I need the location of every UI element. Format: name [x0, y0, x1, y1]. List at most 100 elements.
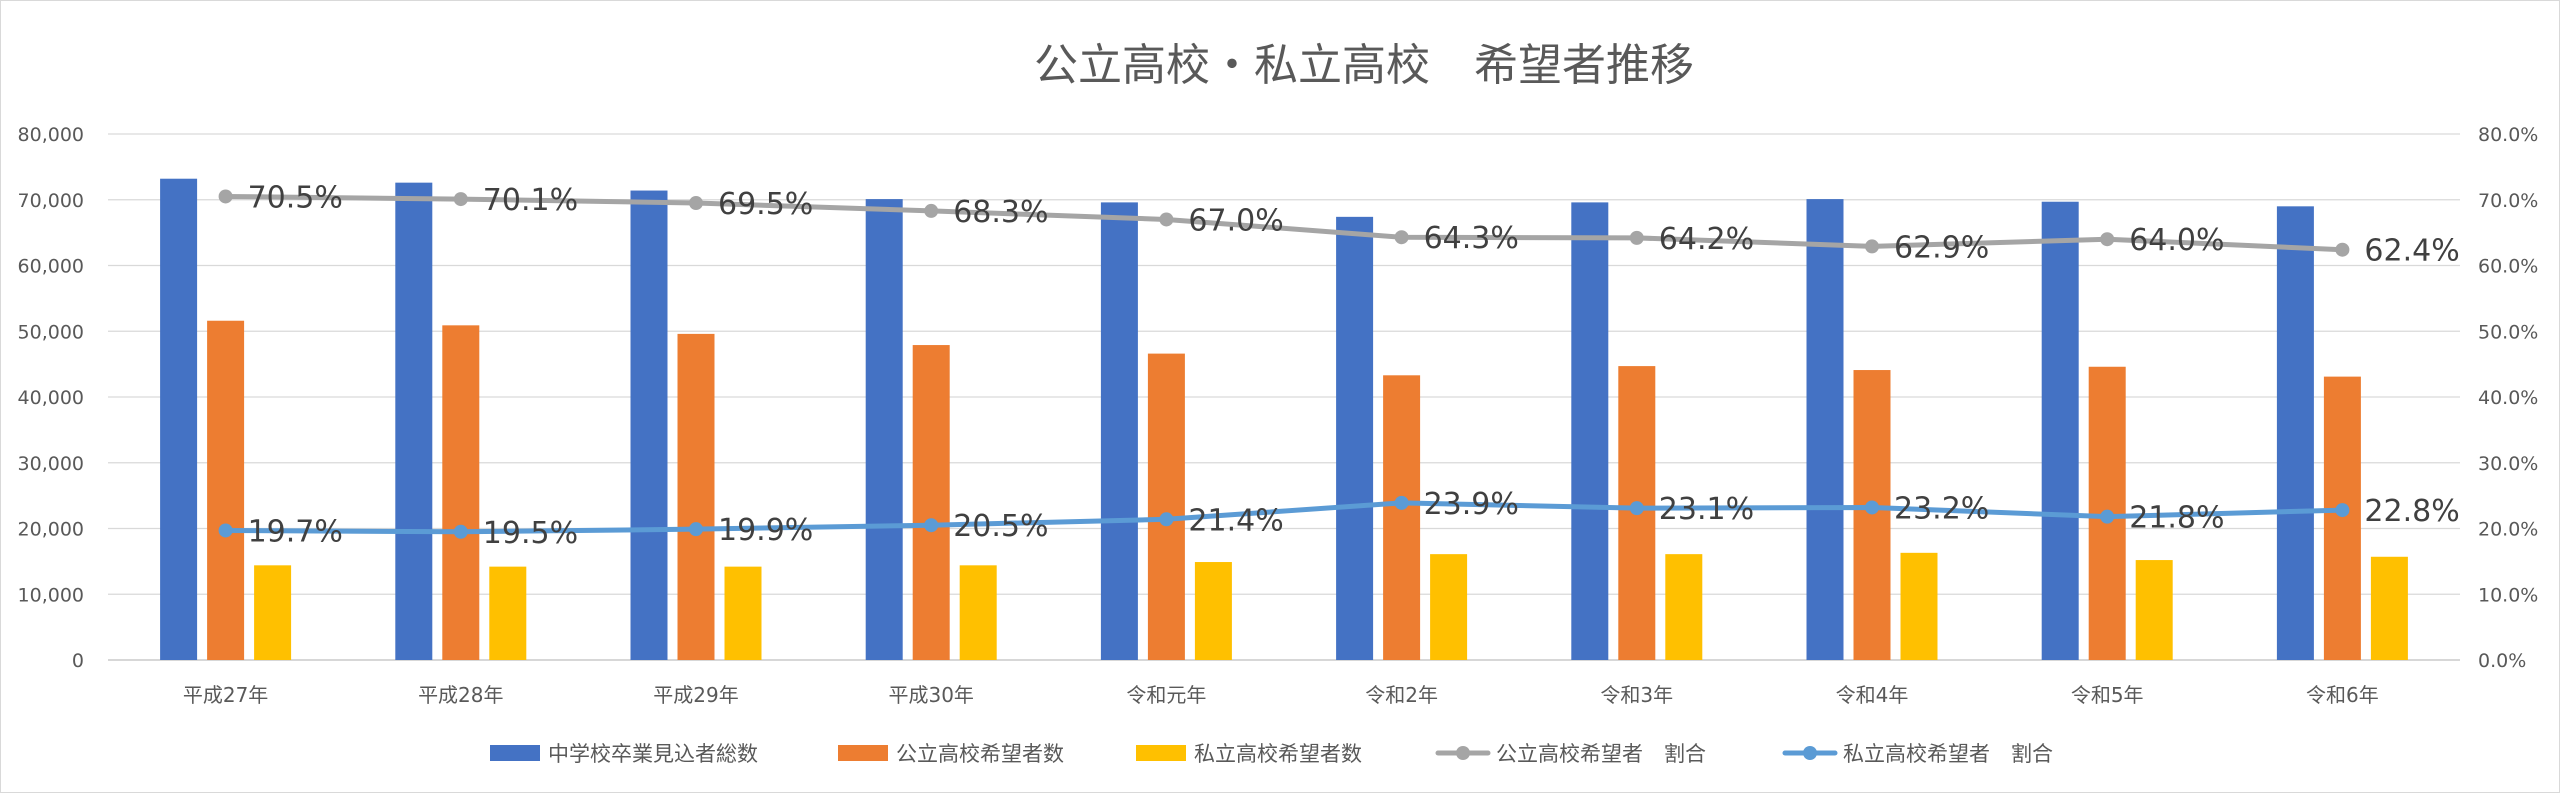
- x-tick-label: 令和6年: [2306, 683, 2379, 707]
- bar: [959, 565, 997, 660]
- y-tick-label-left: 70,000: [18, 190, 84, 212]
- line-point: [1629, 501, 1644, 516]
- data-label: 23.1%: [1659, 492, 1754, 527]
- bar: [865, 199, 903, 660]
- y-tick-label-left: 80,000: [18, 124, 84, 146]
- line-point: [453, 524, 468, 539]
- legend-label: 中学校卒業見込者総数: [548, 742, 758, 766]
- legend-label: 私立高校希望者数: [1194, 742, 1362, 766]
- data-label: 69.5%: [718, 187, 813, 222]
- line-point: [924, 518, 939, 533]
- data-label: 70.5%: [248, 180, 343, 215]
- x-tick-label: 平成29年: [653, 683, 738, 707]
- bar: [1900, 552, 1938, 660]
- x-tick-label: 令和3年: [1600, 683, 1673, 707]
- legend-swatch: [490, 745, 540, 761]
- line-point: [689, 522, 703, 537]
- bar: [160, 178, 198, 660]
- data-label: 64.0%: [2129, 223, 2224, 258]
- bar: [630, 190, 668, 661]
- bar: [1147, 353, 1185, 660]
- legend-label: 公立高校希望者 割合: [1496, 742, 1706, 766]
- data-label: 62.4%: [2364, 234, 2459, 269]
- line-point: [1394, 230, 1409, 245]
- line-point: [2335, 503, 2350, 518]
- bar: [2370, 556, 2408, 660]
- data-label: 19.9%: [718, 513, 813, 548]
- bar: [395, 182, 433, 660]
- bar: [912, 345, 950, 660]
- bar: [1853, 370, 1891, 660]
- x-axis: 平成27年 平成28年 平成29年 平成30年 令和元年 令和2年 令和3年 令和4年 令和5年…: [183, 683, 2379, 707]
- y-tick-label-left: 50,000: [18, 321, 84, 343]
- series-line: [223, 500, 2345, 535]
- data-label: 21.8%: [2129, 501, 2224, 536]
- line-point: [924, 203, 939, 218]
- bar: [1383, 375, 1421, 660]
- bar: [724, 566, 762, 660]
- bar: [1571, 202, 1609, 660]
- line-series: 70.5% 70.1% 69.5% 68.3% 67.0% 64.3% 64.2% 62.9%…: [218, 180, 2460, 551]
- y-tick-label-right: 30.0%: [2478, 453, 2538, 475]
- data-label: 62.9%: [1894, 230, 1989, 265]
- legend-marker: [1803, 746, 1817, 760]
- bar: [1100, 202, 1138, 660]
- data-label: 19.7%: [248, 514, 343, 549]
- legend-marker: [1456, 746, 1470, 760]
- y-axis-right: 0.0% 10.0% 20.0% 30.0% 40.0% 50.0% 60.0% 70.0% 8…: [2478, 124, 2538, 672]
- bar: [1806, 199, 1844, 660]
- legend-swatch: [1136, 745, 1186, 761]
- line-point: [1629, 230, 1644, 245]
- legend: 中学校卒業見込者総数 公立高校希望者数 私立高校希望者数 公立高校希望者 割合 私立高校…: [490, 742, 2053, 766]
- data-label: 67.0%: [1188, 203, 1283, 238]
- y-tick-label-right: 70.0%: [2478, 190, 2538, 212]
- y-tick-label-right: 10.0%: [2478, 584, 2538, 606]
- bar: [1665, 554, 1703, 660]
- y-tick-label-left: 30,000: [18, 453, 84, 475]
- x-tick-label: 令和5年: [2071, 683, 2144, 707]
- x-tick-label: 平成30年: [888, 683, 973, 707]
- series-line: [223, 193, 2345, 253]
- bar: [1194, 562, 1232, 660]
- data-label: 21.4%: [1188, 503, 1283, 538]
- line-point: [689, 196, 703, 211]
- bar: [677, 333, 715, 660]
- line-point: [453, 192, 468, 207]
- chart-title: 公立高校・私立高校 希望者推移: [1034, 40, 1694, 91]
- bar: [442, 325, 480, 660]
- bar: [489, 566, 527, 660]
- bar: [254, 565, 292, 660]
- bar: [1336, 216, 1374, 660]
- line-point: [1865, 500, 1879, 515]
- x-tick-label: 令和元年: [1126, 683, 1206, 707]
- x-tick-label: 平成28年: [418, 683, 503, 707]
- data-label: 20.5%: [953, 509, 1048, 544]
- bar: [2135, 560, 2173, 660]
- line-point: [2100, 509, 2115, 524]
- bar: [2041, 201, 2079, 660]
- bar: [1430, 554, 1468, 660]
- line-point: [1159, 512, 1174, 527]
- legend-label: 公立高校希望者数: [896, 742, 1064, 766]
- data-label: 64.2%: [1659, 222, 1754, 257]
- y-tick-label-right: 50.0%: [2478, 321, 2538, 343]
- line-point: [2100, 232, 2115, 247]
- y-tick-label-left: 60,000: [18, 256, 84, 278]
- line-point: [1865, 239, 1879, 254]
- y-tick-label-left: 0: [72, 650, 84, 672]
- line-point: [218, 523, 233, 538]
- data-label: 22.8%: [2364, 494, 2459, 529]
- y-tick-label-right: 40.0%: [2478, 387, 2538, 409]
- line-point: [1159, 212, 1174, 227]
- x-tick-label: 令和4年: [1836, 683, 1909, 707]
- data-label: 64.3%: [1424, 221, 1519, 256]
- x-tick-label: 平成27年: [183, 683, 268, 707]
- bar: [2323, 376, 2361, 660]
- y-tick-label-left: 20,000: [18, 519, 84, 541]
- y-tick-label-left: 10,000: [18, 584, 84, 606]
- y-tick-label-left: 40,000: [18, 387, 84, 409]
- legend-swatch: [838, 745, 888, 761]
- y-axis-left: 0 10,000 20,000 30,000 40,000 50,000 60,000 70,…: [18, 124, 84, 672]
- y-tick-label-right: 0.0%: [2478, 650, 2526, 672]
